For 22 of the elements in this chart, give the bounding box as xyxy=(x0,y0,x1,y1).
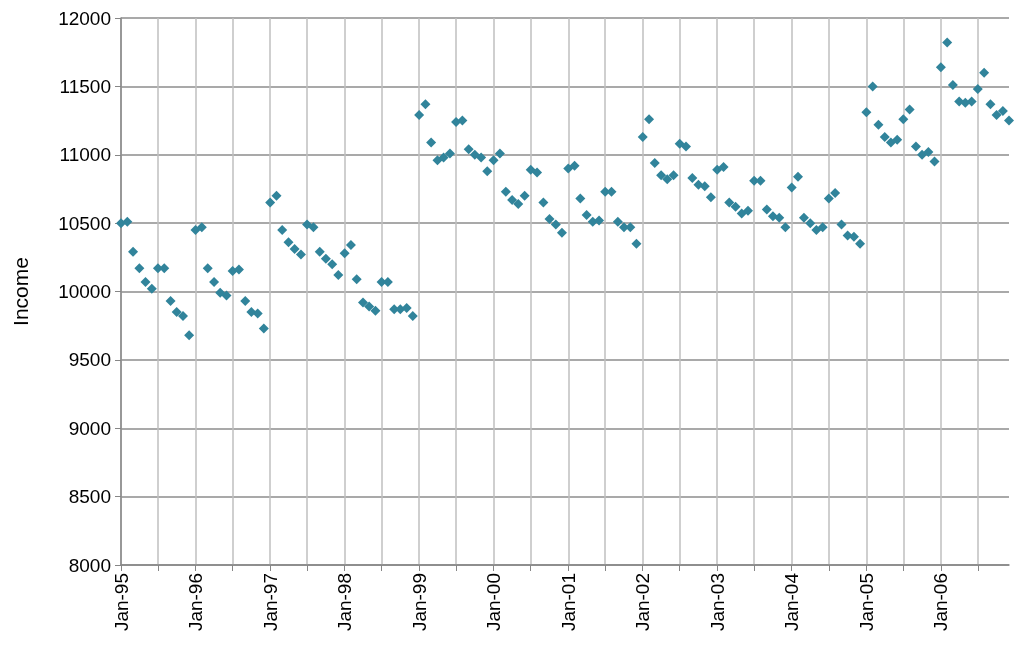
x-tick-label: Jan-98 xyxy=(334,573,356,632)
x-tick-label: Jan-99 xyxy=(408,573,430,632)
y-tick-label: 10500 xyxy=(58,212,111,234)
x-tick-label: Jan-02 xyxy=(632,573,654,632)
x-tick-label: Jan-96 xyxy=(184,573,206,632)
x-tick-label: Jan-00 xyxy=(483,573,505,632)
y-tick-label: 10000 xyxy=(58,281,111,302)
x-tick-label: Jan-06 xyxy=(930,573,952,632)
y-tick-label: 9000 xyxy=(68,417,111,439)
x-tick-label: Jan-95 xyxy=(110,573,132,632)
y-tick-label: 11000 xyxy=(59,144,111,166)
y-tick-label: 8000 xyxy=(68,554,111,576)
x-tick-label: Jan-97 xyxy=(259,573,281,632)
y-tick-label: 11500 xyxy=(59,75,111,97)
x-tick-label: Jan-05 xyxy=(855,573,877,632)
x-tick-label: Jan-01 xyxy=(557,573,579,632)
y-axis-title: Income xyxy=(9,257,32,326)
y-tick-label: 8500 xyxy=(68,486,111,508)
x-tick-label: Jan-03 xyxy=(706,573,728,632)
y-tick-label: 12000 xyxy=(58,7,111,29)
y-tick-label: 9500 xyxy=(68,349,111,371)
x-tick-label: Jan-04 xyxy=(781,572,803,632)
